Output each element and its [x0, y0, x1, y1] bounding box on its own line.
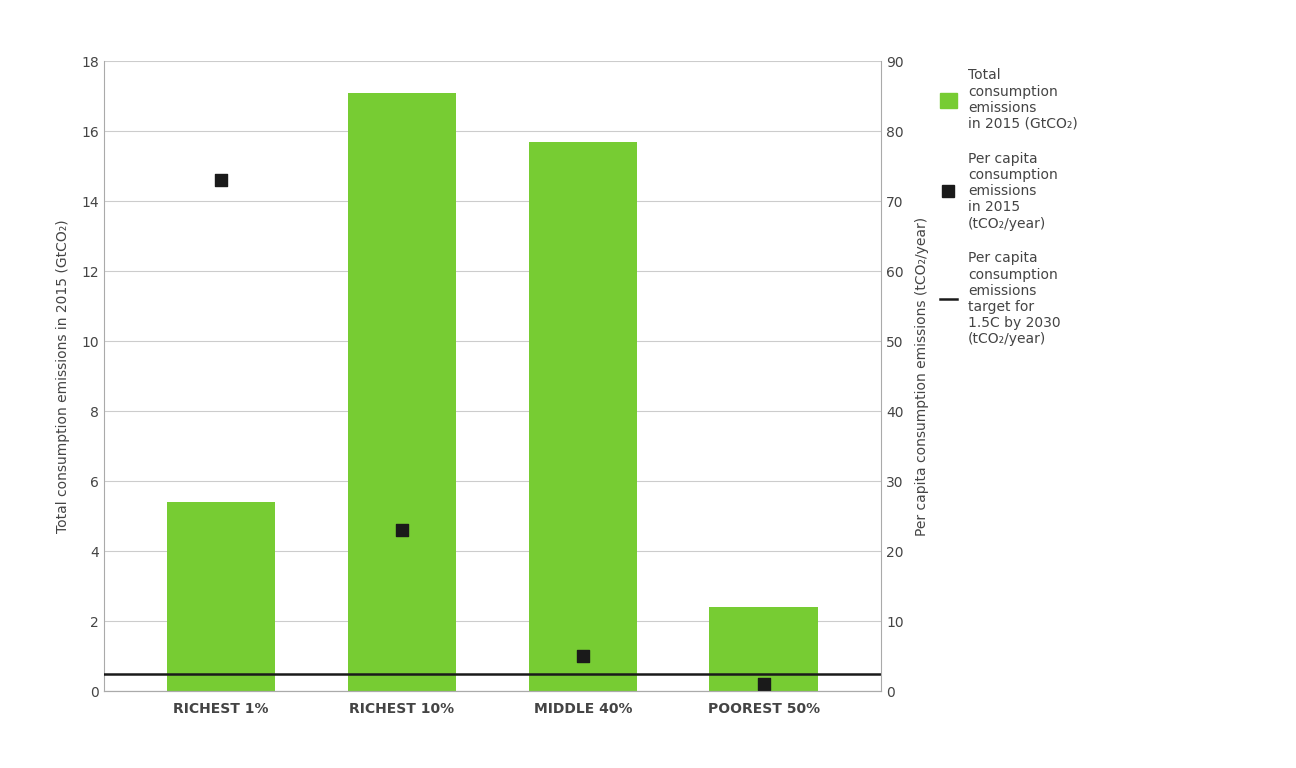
Point — [753, 678, 774, 690]
Bar — [347, 93, 456, 691]
Point — [391, 524, 412, 536]
Y-axis label: Per capita consumption emissions (tCO₂/year): Per capita consumption emissions (tCO₂/y… — [915, 217, 929, 536]
Legend: Total
consumption
emissions
in 2015 (GtCO₂), Per capita
consumption
emissions
in: Total consumption emissions in 2015 (GtC… — [940, 68, 1077, 346]
Point — [573, 650, 594, 662]
Bar — [167, 502, 276, 691]
Bar — [529, 142, 638, 691]
Point — [211, 174, 232, 187]
Bar — [709, 607, 818, 691]
Y-axis label: Total consumption emissions in 2015 (GtCO₂): Total consumption emissions in 2015 (GtC… — [56, 220, 70, 533]
